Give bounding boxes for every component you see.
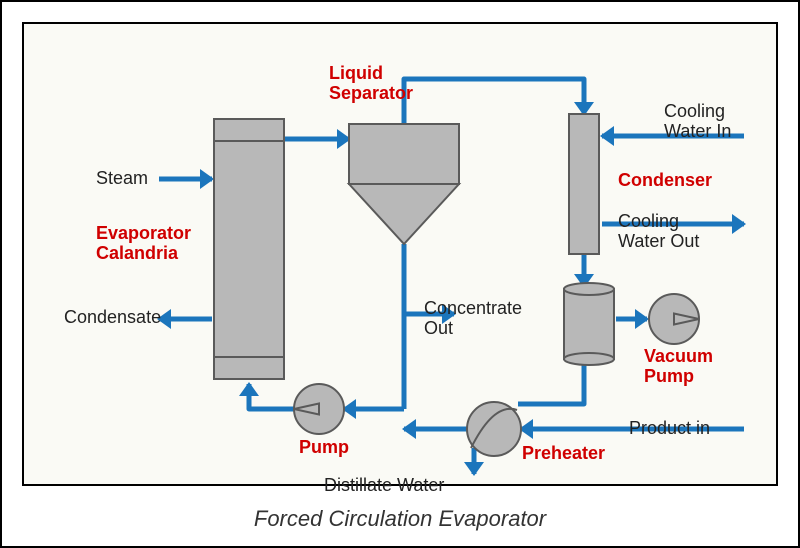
knockout-drum — [564, 289, 614, 359]
flow-sep-to-condenser — [404, 79, 584, 124]
preheater-icon — [467, 402, 521, 456]
label-evaporator-calandria: Evaporator Calandria — [96, 224, 191, 264]
diagram-frame: Liquid Separator Steam Evaporator Calandri… — [0, 0, 800, 548]
label-preheater: Preheater — [522, 444, 605, 464]
label-vacuum-pump: Vacuum Pump — [644, 347, 713, 387]
label-condenser: Condenser — [618, 171, 712, 191]
diagram-caption: Forced Circulation Evaporator — [2, 506, 798, 532]
evaporator-body — [214, 119, 284, 379]
diagram-inner-box: Liquid Separator Steam Evaporator Calandri… — [22, 22, 778, 486]
label-condensate: Condensate — [64, 308, 161, 328]
label-liquid-separator: Liquid Separator — [329, 64, 413, 104]
liquid-separator-top — [349, 124, 459, 184]
condenser-body — [569, 114, 599, 254]
label-steam: Steam — [96, 169, 148, 189]
label-distillate-water: Distillate Water — [324, 476, 444, 496]
flow-pump-to-evap-bottom — [249, 384, 294, 409]
flow-knockout-to-preheater — [518, 359, 584, 404]
label-concentrate-out: Concentrate Out — [424, 299, 522, 339]
label-cooling-water-out: Cooling Water Out — [618, 212, 699, 252]
label-pump: Pump — [299, 438, 349, 458]
liquid-separator-funnel — [349, 184, 459, 244]
label-product-in: Product in — [629, 419, 710, 439]
equipment — [214, 114, 699, 456]
label-cooling-water-in: Cooling Water In — [664, 102, 731, 142]
